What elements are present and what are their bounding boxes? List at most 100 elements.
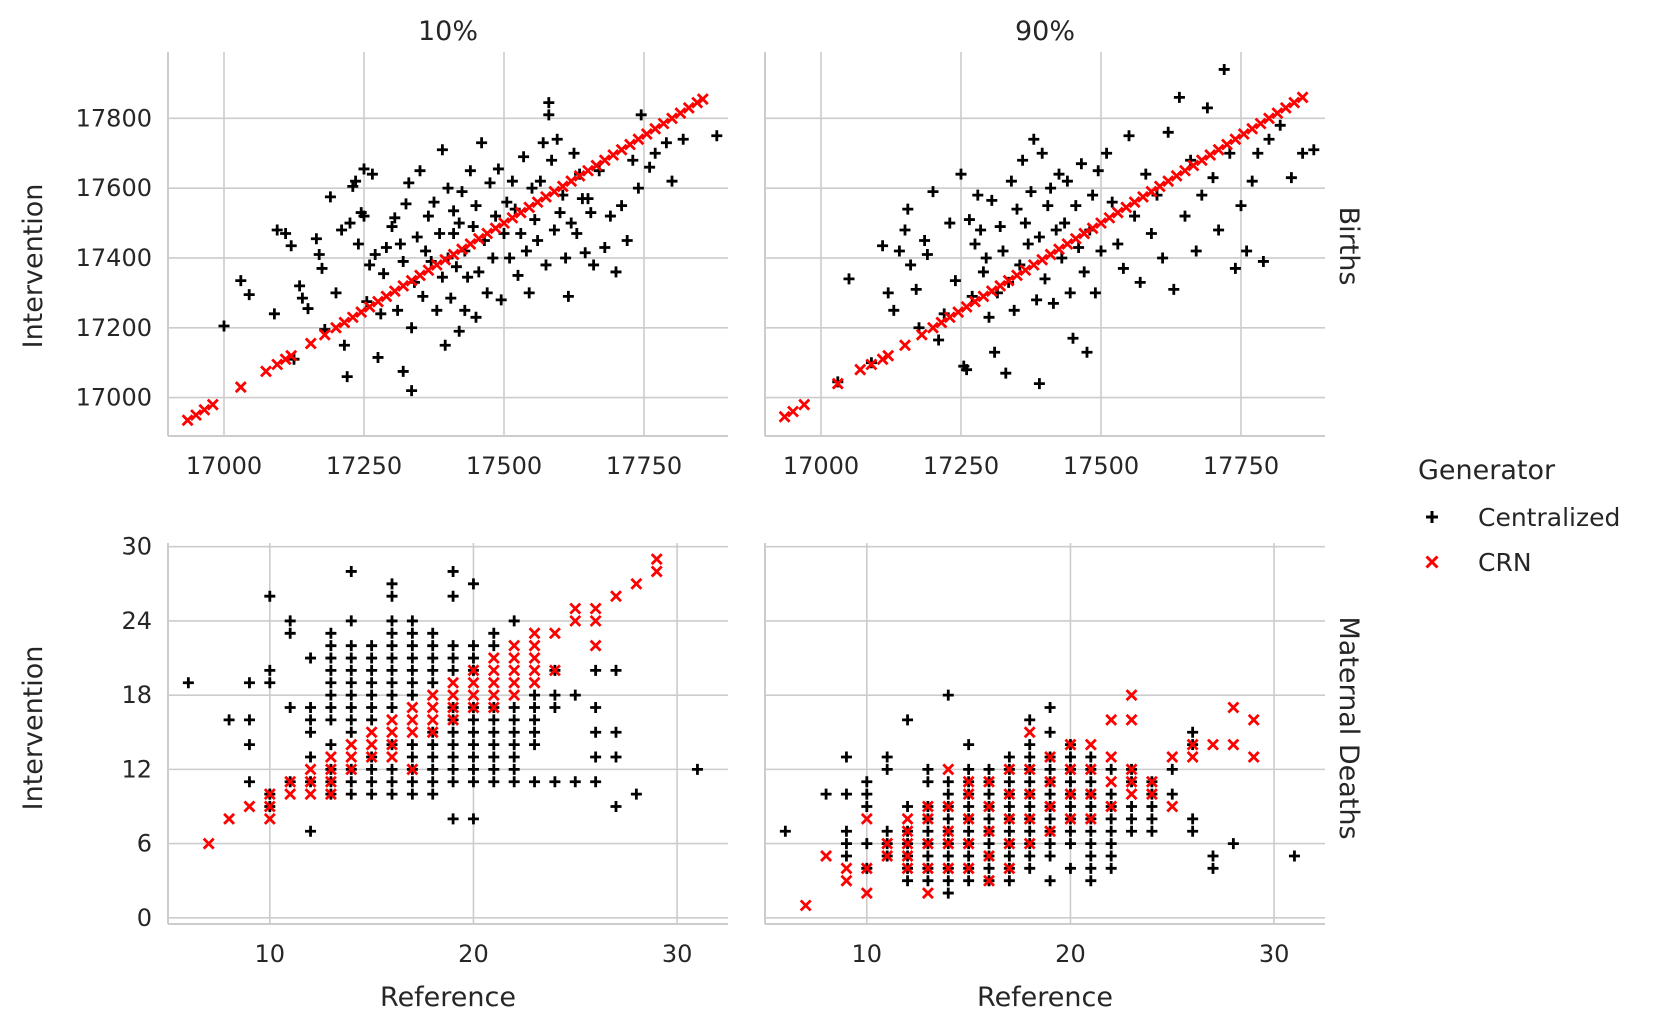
point-centralized — [268, 308, 280, 320]
point-centralized — [881, 763, 893, 775]
point-centralized — [1085, 825, 1097, 837]
point-centralized — [610, 800, 622, 812]
point-centralized — [972, 189, 984, 201]
point-crn — [1003, 763, 1016, 776]
point-crn — [380, 290, 393, 303]
point-crn — [1105, 775, 1118, 788]
point-crn — [565, 175, 578, 188]
point-centralized — [963, 214, 975, 226]
point-crn — [860, 812, 873, 825]
point-centralized — [585, 207, 597, 219]
point-crn — [304, 337, 317, 350]
point-crn — [1003, 812, 1016, 825]
point-centralized — [1089, 287, 1101, 299]
point-centralized — [942, 850, 954, 862]
point-centralized — [975, 224, 987, 236]
point-crn — [1078, 227, 1091, 240]
point-centralized — [417, 290, 429, 302]
legend-marker-crn — [1425, 555, 1439, 569]
point-crn — [962, 862, 975, 875]
point-centralized — [325, 664, 337, 676]
point-centralized — [568, 147, 580, 159]
point-centralized — [840, 751, 852, 763]
point-crn — [901, 837, 914, 850]
point-crn — [632, 133, 645, 146]
point-centralized — [933, 334, 945, 346]
point-centralized — [571, 228, 583, 240]
point-crn — [345, 751, 358, 763]
point-centralized — [1003, 875, 1015, 887]
point-centralized — [529, 689, 541, 701]
point-centralized — [456, 186, 468, 198]
point-centralized — [223, 714, 235, 726]
point-centralized — [386, 578, 398, 590]
point-crn — [447, 676, 460, 689]
point-crn — [447, 701, 460, 714]
point-centralized — [350, 175, 362, 187]
point-centralized — [548, 224, 560, 236]
point-centralized — [1085, 800, 1097, 812]
point-centralized — [977, 266, 989, 278]
point-centralized — [305, 726, 317, 738]
point-crn — [610, 590, 622, 603]
point-crn — [234, 381, 247, 394]
point-crn — [1023, 837, 1036, 850]
point-crn — [345, 763, 358, 776]
point-centralized — [1105, 862, 1117, 874]
point-centralized — [1105, 838, 1117, 850]
point-centralized — [389, 212, 401, 224]
point-centralized — [467, 739, 479, 751]
point-crn — [1044, 751, 1057, 763]
point-crn — [1044, 800, 1057, 813]
point-centralized — [1024, 751, 1036, 763]
point-centralized — [529, 776, 541, 788]
point-crn — [426, 701, 439, 714]
point-centralized — [905, 259, 917, 271]
point-centralized — [1134, 276, 1146, 288]
point-crn — [528, 664, 541, 677]
point-centralized — [397, 365, 409, 377]
series-centralized — [779, 689, 1300, 899]
point-crn — [960, 300, 973, 313]
row-title-bottom: Maternal Deaths — [1333, 616, 1364, 839]
point-crn — [467, 701, 480, 714]
point-crn — [1145, 185, 1158, 198]
point-centralized — [325, 677, 337, 689]
point-centralized — [1207, 172, 1219, 184]
point-centralized — [442, 182, 454, 194]
point-crn — [355, 306, 368, 319]
point-centralized — [551, 133, 563, 145]
point-centralized — [861, 838, 873, 850]
point-centralized — [427, 664, 439, 676]
point-crn — [1125, 788, 1138, 801]
point-centralized — [1105, 788, 1117, 800]
point-crn — [865, 358, 878, 371]
point-centralized — [386, 640, 398, 652]
point-centralized — [1126, 813, 1138, 825]
point-centralized — [508, 763, 520, 775]
point-crn — [506, 211, 519, 224]
point-crn — [787, 405, 799, 418]
point-centralized — [467, 776, 479, 788]
point-centralized — [579, 247, 591, 259]
point-crn — [1279, 101, 1292, 114]
point-centralized — [1157, 252, 1169, 264]
point-crn — [1137, 190, 1149, 203]
point-centralized — [711, 130, 723, 142]
point-centralized — [549, 776, 561, 788]
point-crn — [1120, 201, 1133, 214]
point-centralized — [366, 640, 378, 652]
point-crn — [1247, 713, 1260, 726]
point-centralized — [1031, 294, 1043, 306]
y-tick-label: 17800 — [76, 104, 152, 132]
point-crn — [942, 763, 955, 776]
column-title-right: 90% — [1015, 16, 1075, 47]
point-crn — [548, 627, 561, 640]
point-centralized — [428, 196, 440, 208]
point-crn — [569, 602, 582, 615]
point-centralized — [427, 640, 439, 652]
point-centralized — [467, 726, 479, 738]
point-centralized — [922, 875, 934, 887]
point-centralized — [218, 320, 230, 332]
point-crn — [508, 639, 521, 652]
